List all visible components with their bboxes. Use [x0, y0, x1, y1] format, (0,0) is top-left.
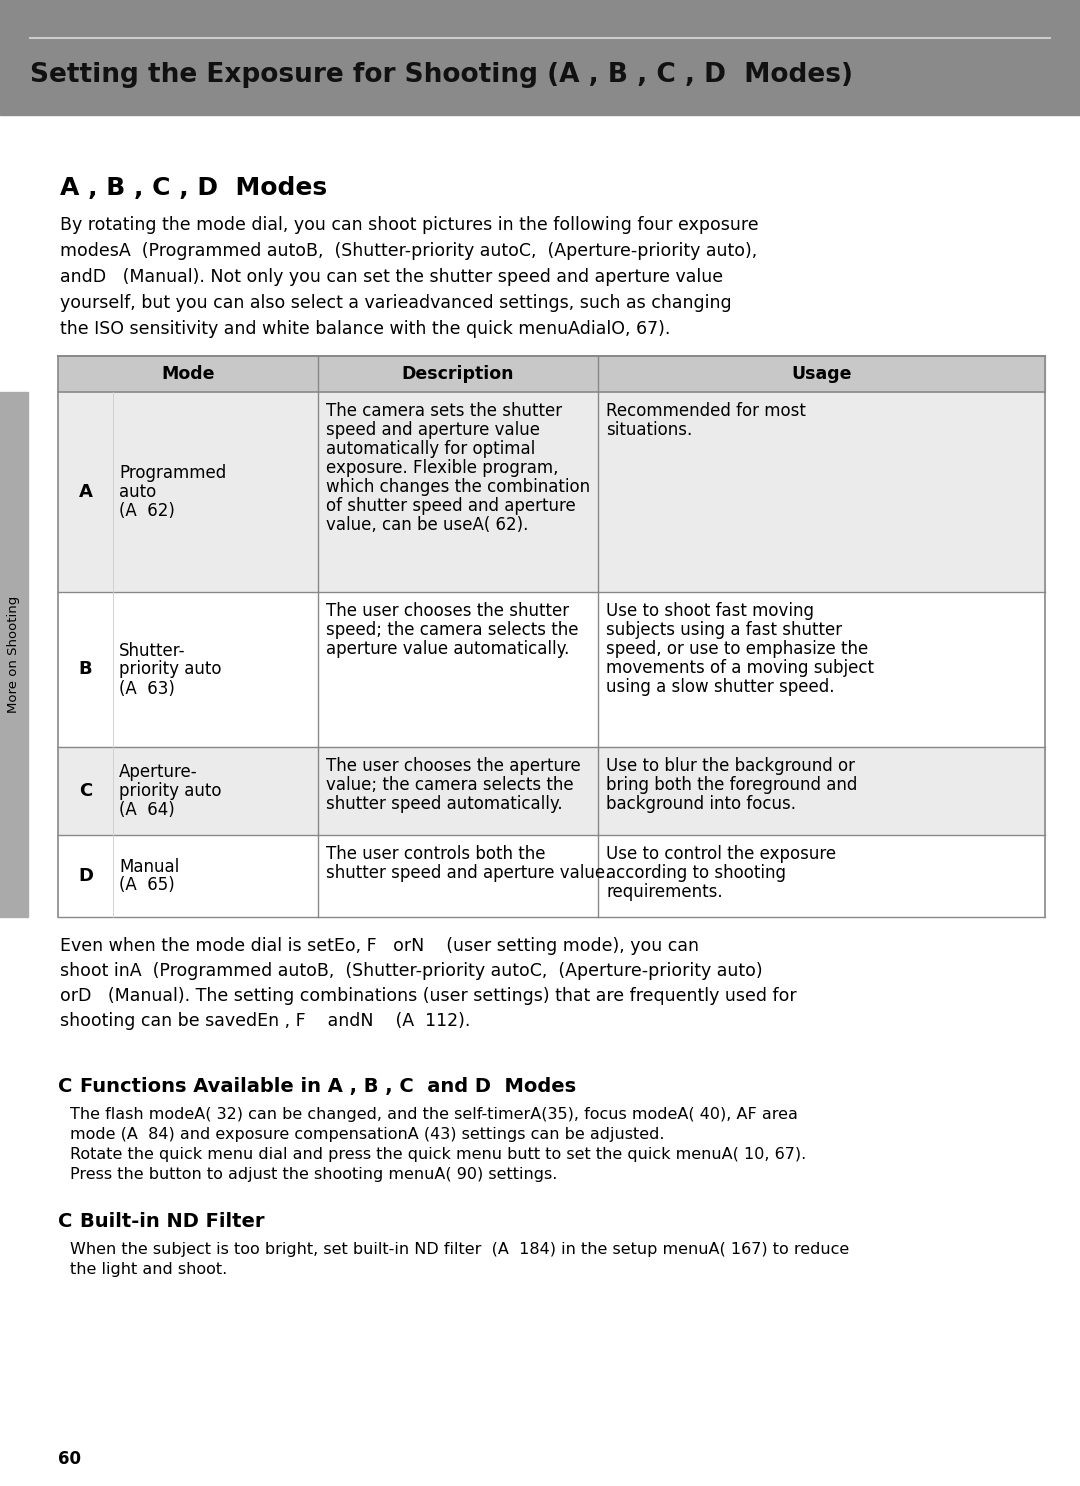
Text: speed, or use to emphasize the: speed, or use to emphasize the	[606, 640, 868, 658]
Text: By rotating the mode dial, you can shoot pictures in the following four exposure: By rotating the mode dial, you can shoot…	[60, 215, 758, 233]
Text: The user controls both the: The user controls both the	[326, 846, 545, 863]
Text: using a slow shutter speed.: using a slow shutter speed.	[606, 678, 835, 695]
Bar	[58, 835, 1045, 917]
Text: (A  62): (A 62)	[119, 502, 175, 520]
Text: aperture value automatically.: aperture value automatically.	[326, 640, 569, 658]
Text: (A  63): (A 63)	[119, 679, 175, 697]
Text: yourself, but you can also select a varieadvanced settings, such as changing: yourself, but you can also select a vari…	[60, 294, 731, 312]
Text: Recommended for most: Recommended for most	[606, 403, 806, 421]
Text: subjects using a fast shutter: subjects using a fast shutter	[606, 621, 842, 639]
Text: C: C	[79, 782, 92, 799]
Text: value, can be useA( 62).: value, can be useA( 62).	[326, 516, 528, 533]
Text: shoot inA  (Programmed autoB,  (Shutter-priority autoC,  (Aperture-priority auto: shoot inA (Programmed autoB, (Shutter-pr…	[60, 961, 762, 979]
Text: according to shooting: according to shooting	[606, 863, 786, 883]
Text: A , B , C , D  Modes: A , B , C , D Modes	[60, 175, 327, 201]
Bar	[58, 591, 1045, 747]
Text: More on Shooting: More on Shooting	[8, 596, 21, 713]
Text: Use to control the exposure: Use to control the exposure	[606, 846, 836, 863]
Text: Press the button to adjust the shooting menuA( 90) settings.: Press the button to adjust the shooting …	[70, 1167, 557, 1181]
Text: speed and aperture value: speed and aperture value	[326, 421, 540, 438]
Text: Built-in ND Filter: Built-in ND Filter	[80, 1213, 265, 1230]
Text: The user chooses the shutter: The user chooses the shutter	[326, 602, 569, 620]
Text: C: C	[58, 1077, 72, 1097]
Text: Even when the mode dial is setEo, F   orN    (user setting mode), you can: Even when the mode dial is setEo, F orN …	[60, 938, 699, 955]
Text: Programmed: Programmed	[119, 464, 226, 481]
Text: situations.: situations.	[606, 421, 692, 438]
Text: Use to shoot fast moving: Use to shoot fast moving	[606, 602, 814, 620]
Text: mode (A  84) and exposure compensationA (43) settings can be adjusted.: mode (A 84) and exposure compensationA (…	[70, 1126, 664, 1143]
Text: Aperture-: Aperture-	[119, 762, 198, 782]
Text: Functions Available in A , B , C  and D  Modes: Functions Available in A , B , C and D M…	[80, 1077, 576, 1097]
Text: The user chooses the aperture: The user chooses the aperture	[326, 756, 581, 776]
Text: B: B	[79, 660, 92, 679]
Text: which changes the combination: which changes the combination	[326, 478, 590, 496]
Bar	[58, 747, 1045, 835]
Text: (A  65): (A 65)	[119, 877, 175, 895]
Text: Mode: Mode	[161, 366, 215, 383]
Text: priority auto: priority auto	[119, 660, 221, 679]
Bar	[58, 357, 1045, 392]
Text: Rotate the quick menu dial and press the quick menu butt to set the quick menuA(: Rotate the quick menu dial and press the…	[70, 1147, 807, 1162]
Text: of shutter speed and aperture: of shutter speed and aperture	[326, 496, 576, 516]
Text: Setting the Exposure for Shooting (A , B , C , D  Modes): Setting the Exposure for Shooting (A , B…	[30, 62, 853, 88]
Text: movements of a moving subject: movements of a moving subject	[606, 658, 874, 678]
Text: C: C	[58, 1213, 72, 1230]
Text: the ISO sensitivity and white balance with the quick menuAdialO, 67).: the ISO sensitivity and white balance wi…	[60, 319, 671, 337]
Text: D: D	[78, 866, 93, 886]
Text: Use to blur the background or: Use to blur the background or	[606, 756, 855, 776]
Bar	[58, 392, 1045, 591]
Text: (A  64): (A 64)	[119, 801, 175, 819]
Text: shutter speed automatically.: shutter speed automatically.	[326, 795, 563, 813]
Text: shooting can be savedEn , F    andN    (A  112).: shooting can be savedEn , F andN (A 112)…	[60, 1012, 471, 1030]
Text: auto: auto	[119, 483, 157, 501]
Text: orD   (Manual). The setting combinations (user settings) that are frequently use: orD (Manual). The setting combinations (…	[60, 987, 797, 1005]
Text: automatically for optimal: automatically for optimal	[326, 440, 536, 458]
Text: The camera sets the shutter: The camera sets the shutter	[326, 403, 562, 421]
Text: The flash modeA( 32) can be changed, and the self-timerA(35), focus modeA( 40), : The flash modeA( 32) can be changed, and…	[70, 1107, 798, 1122]
Text: requirements.: requirements.	[606, 883, 723, 901]
Text: bring both the foreground and: bring both the foreground and	[606, 776, 858, 794]
Text: Manual: Manual	[119, 857, 179, 875]
Text: andD   (Manual). Not only you can set the shutter speed and aperture value: andD (Manual). Not only you can set the …	[60, 267, 724, 285]
Text: modesA  (Programmed autoB,  (Shutter-priority autoC,  (Aperture-priority auto),: modesA (Programmed autoB, (Shutter-prior…	[60, 242, 757, 260]
Text: 60: 60	[58, 1450, 81, 1468]
Bar	[0, 392, 28, 917]
Text: priority auto: priority auto	[119, 782, 221, 799]
Text: value; the camera selects the: value; the camera selects the	[326, 776, 573, 794]
Text: Shutter-: Shutter-	[119, 642, 186, 660]
Bar	[0, 0, 1080, 114]
Text: shutter speed and aperture value.: shutter speed and aperture value.	[326, 863, 610, 883]
Text: Description: Description	[402, 366, 514, 383]
Text: When the subject is too bright, set built-in ND filter  (A  184) in the setup me: When the subject is too bright, set buil…	[70, 1242, 849, 1257]
Text: speed; the camera selects the: speed; the camera selects the	[326, 621, 579, 639]
Text: exposure. Flexible program,: exposure. Flexible program,	[326, 459, 558, 477]
Text: A: A	[79, 483, 93, 501]
Text: background into focus.: background into focus.	[606, 795, 796, 813]
Text: Usage: Usage	[792, 366, 852, 383]
Text: the light and shoot.: the light and shoot.	[70, 1262, 227, 1276]
